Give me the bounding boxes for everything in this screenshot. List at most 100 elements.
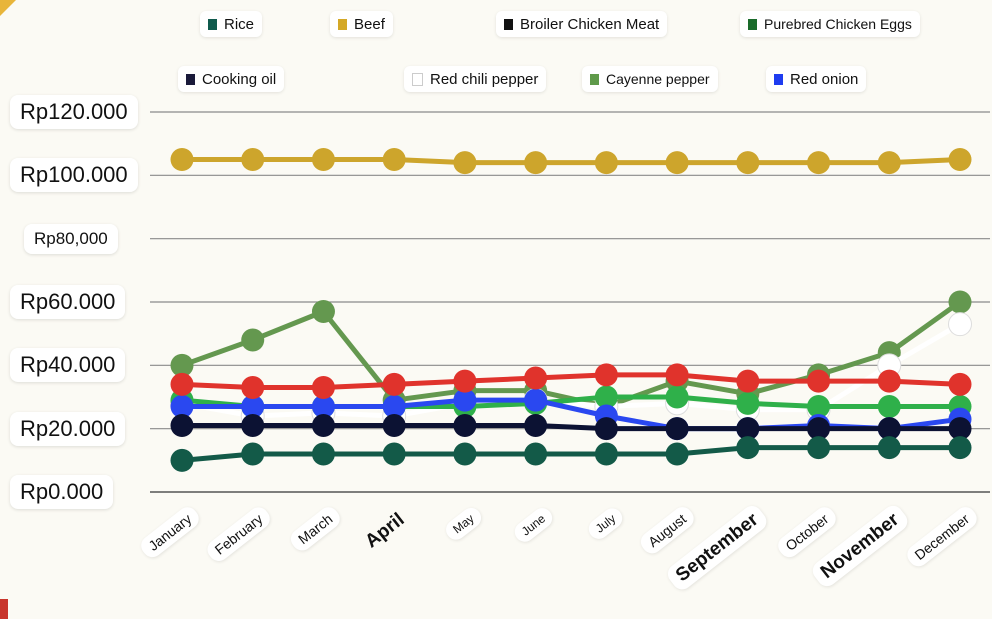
legend-item: Red chili pepper [404, 66, 547, 92]
legend-item: Broiler Chicken Meat [496, 11, 668, 37]
legend-swatch [748, 18, 757, 30]
data-point-cooking-oil-11 [948, 372, 972, 396]
data-point-broiler-chicken-meat-0 [170, 414, 194, 437]
data-point-beef-7 [665, 151, 689, 175]
series-line-cooking-oil [181, 372, 961, 390]
data-point-beef-1 [241, 148, 265, 171]
data-point-cooking-oil-4 [453, 369, 477, 393]
y-tick-label: Rp0.000 [10, 475, 114, 509]
legend-swatch [504, 18, 513, 30]
data-point-beef-3 [382, 148, 406, 171]
legend-label: Red onion [790, 70, 859, 88]
legend-label: Cayenne pepper [606, 71, 710, 87]
series-line-beef [182, 157, 961, 166]
data-point-red-onion-3 [382, 395, 406, 418]
data-point-cooking-oil-6 [594, 363, 618, 387]
data-point-broiler-chicken-meat-8 [736, 417, 760, 441]
data-point-rice-6 [594, 442, 618, 466]
legend-item: Rice [200, 11, 263, 37]
data-point-beef-2 [311, 148, 335, 171]
legend-label: Red chili pepper [430, 70, 539, 88]
y-tick-label: Rp40.000 [10, 348, 126, 383]
data-point-red-onion-4 [453, 388, 477, 412]
data-point-purebred-chicken-eggs-10 [877, 395, 901, 418]
data-point-cooking-oil-7 [665, 363, 689, 387]
data-point-beef-10 [877, 151, 901, 175]
legend-swatch [338, 18, 347, 30]
data-point-broiler-chicken-meat-4 [453, 414, 477, 437]
data-point-cooking-oil-2 [311, 376, 335, 399]
legend-label: Broiler Chicken Meat [520, 15, 660, 33]
legend-item: Cayenne pepper [582, 66, 718, 92]
data-point-beef-6 [594, 151, 618, 175]
series-line-rice [181, 445, 960, 463]
data-point-cooking-oil-9 [807, 369, 831, 393]
y-tick-label: Rp100.000 [10, 158, 138, 193]
data-point-rice-7 [665, 442, 689, 466]
data-point-purebred-chicken-eggs-7 [665, 385, 689, 409]
legend-label: Cooking oil [202, 70, 277, 88]
data-point-broiler-chicken-meat-5 [524, 414, 548, 437]
data-point-broiler-chicken-meat-2 [311, 414, 335, 437]
data-point-rice-2 [311, 442, 335, 466]
corner-accent-bottom [0, 599, 8, 619]
data-point-cooking-oil-1 [241, 376, 265, 399]
data-point-cayenne-pepper-1 [241, 328, 265, 352]
legend-swatch [208, 18, 217, 30]
legend-item: Cooking oil [178, 66, 285, 92]
data-point-cooking-oil-10 [877, 369, 901, 393]
data-point-beef-8 [736, 151, 760, 175]
data-point-broiler-chicken-meat-3 [382, 414, 406, 437]
data-point-rice-9 [807, 436, 831, 460]
data-point-purebred-chicken-eggs-8 [736, 391, 760, 415]
data-point-broiler-chicken-meat-11 [948, 417, 972, 441]
data-point-rice-11 [948, 436, 972, 460]
y-tick-label: Rp20.000 [10, 411, 126, 446]
data-point-red-onion-5 [524, 388, 548, 412]
data-point-red-onion-2 [311, 395, 335, 418]
legend-swatch [590, 73, 599, 85]
data-point-beef-11 [948, 148, 972, 171]
data-point-rice-4 [453, 442, 477, 466]
data-point-cayenne-pepper-11 [948, 290, 972, 314]
y-tick-label: Rp80,000 [24, 223, 118, 254]
data-point-cayenne-pepper-2 [311, 300, 335, 323]
data-point-rice-8 [736, 436, 760, 460]
data-point-red-onion-0 [170, 395, 194, 418]
data-point-beef-4 [453, 151, 477, 175]
data-point-cooking-oil-0 [170, 372, 194, 396]
data-point-cooking-oil-5 [524, 366, 548, 390]
data-point-rice-0 [170, 448, 194, 472]
data-point-red-onion-1 [241, 395, 265, 418]
legend-label: Rice [224, 15, 255, 33]
series-line-red-onion [182, 397, 961, 432]
data-point-cooking-oil-3 [382, 372, 406, 396]
data-point-broiler-chicken-meat-6 [594, 417, 618, 441]
data-point-beef-5 [524, 151, 548, 175]
data-point-rice-5 [524, 442, 548, 466]
data-point-purebred-chicken-eggs-9 [807, 395, 831, 418]
data-point-purebred-chicken-eggs-6 [594, 385, 618, 409]
data-point-rice-1 [241, 442, 265, 466]
legend-swatch [412, 72, 423, 86]
data-point-rice-10 [877, 436, 901, 460]
data-point-red-chili-pepper-11 [948, 312, 972, 337]
data-point-broiler-chicken-meat-10 [877, 417, 901, 441]
data-point-broiler-chicken-meat-1 [241, 414, 265, 437]
legend-label: Beef [354, 15, 385, 33]
data-point-beef-0 [170, 148, 194, 171]
legend-swatch [774, 73, 783, 85]
data-point-broiler-chicken-meat-9 [807, 417, 831, 441]
series-line-cayenne-pepper [181, 299, 962, 409]
legend-swatch [186, 73, 195, 85]
y-tick-label: Rp120.000 [10, 95, 138, 129]
series-line-broiler-chicken-meat [182, 423, 960, 432]
legend-label: Purebred Chicken Eggs [764, 16, 912, 32]
data-point-beef-9 [807, 151, 831, 175]
data-point-broiler-chicken-meat-7 [665, 417, 689, 441]
y-tick-label: Rp60.000 [10, 285, 126, 319]
legend-item: Beef [330, 11, 393, 37]
data-point-cayenne-pepper-0 [170, 353, 194, 377]
